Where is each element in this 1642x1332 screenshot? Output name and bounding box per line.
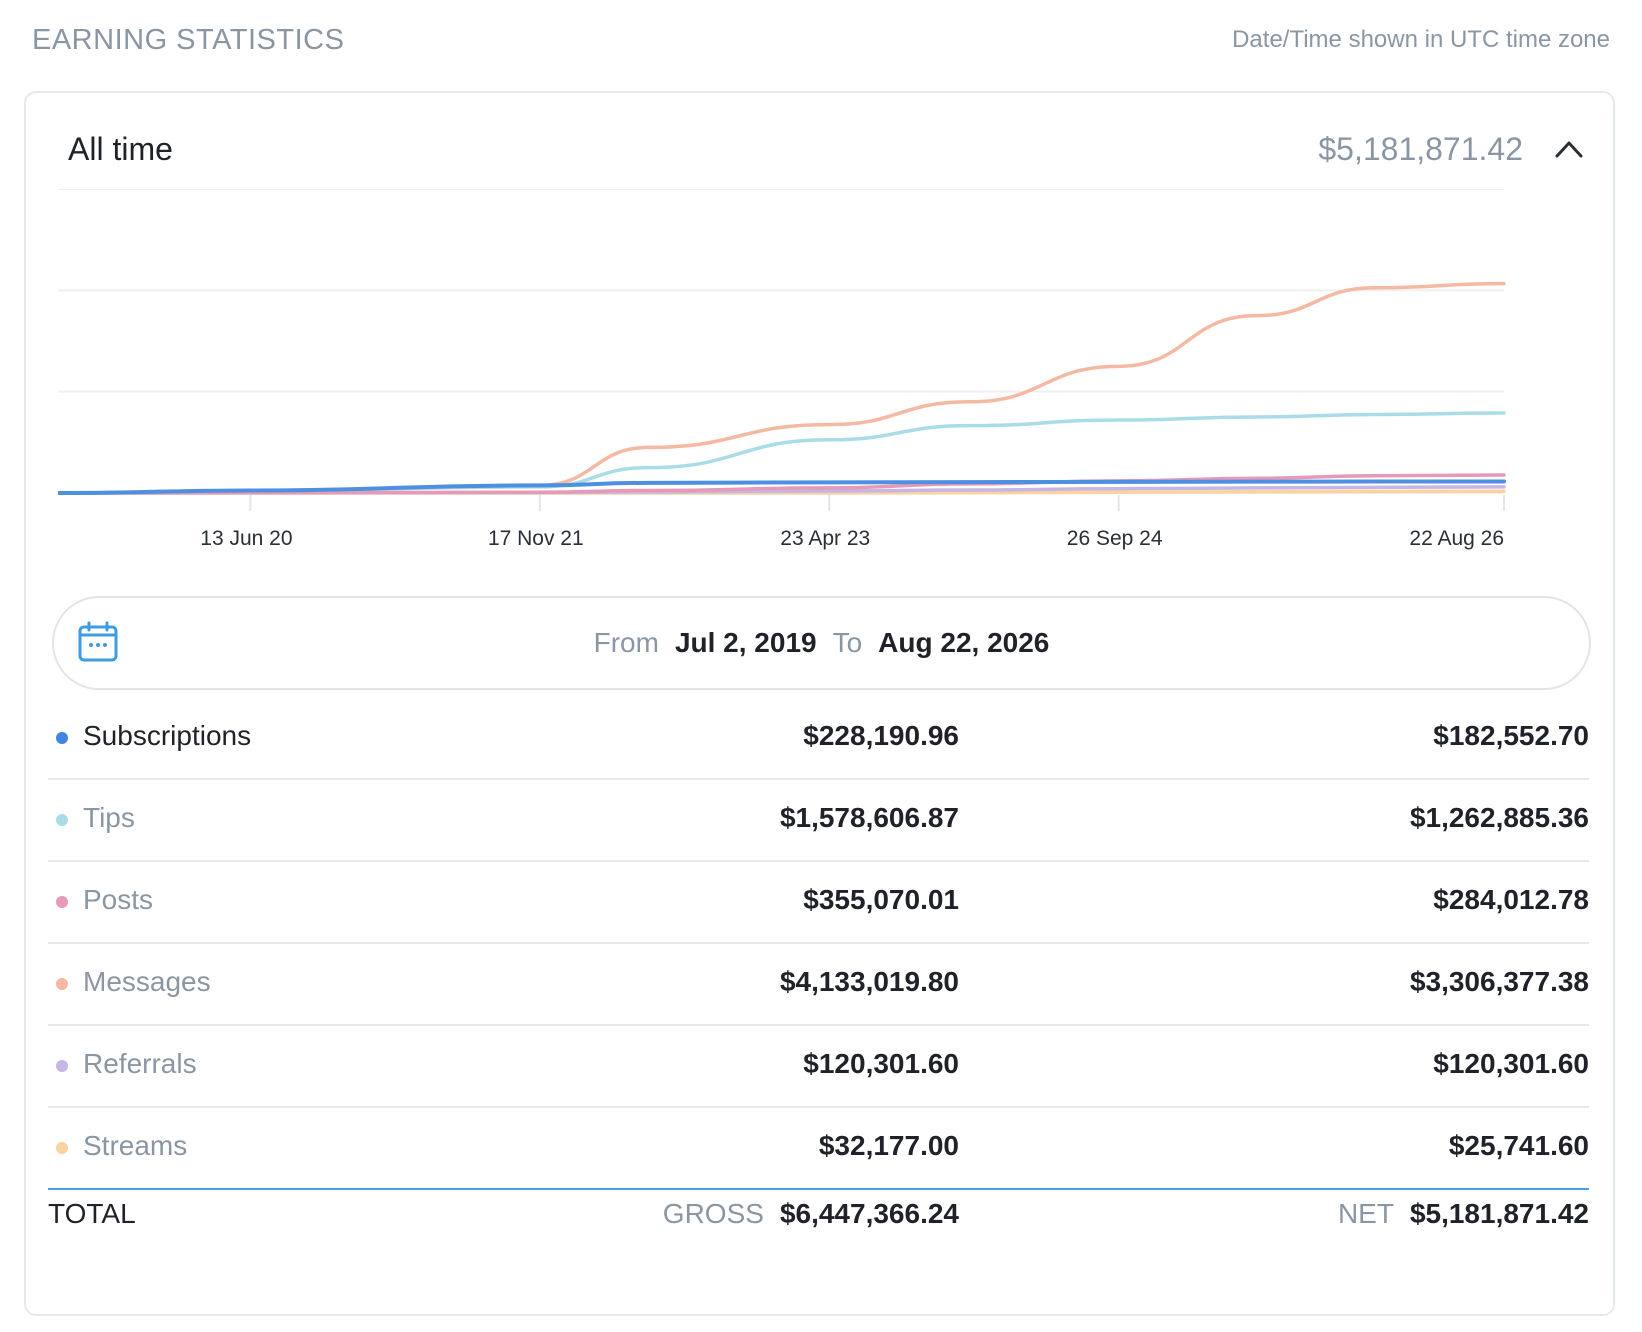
from-label: From bbox=[593, 627, 659, 658]
timezone-note: Date/Time shown in UTC time zone bbox=[1232, 26, 1610, 53]
earnings-row[interactable]: Posts $355,070.01 $284,012.78 bbox=[48, 862, 1589, 944]
row-gross: $32,177.00 bbox=[818, 1130, 959, 1161]
date-range-picker[interactable]: From Jul 2, 2019 To Aug 22, 2026 bbox=[52, 596, 1591, 690]
series-line-posts[interactable] bbox=[58, 473, 1506, 495]
earnings-row[interactable]: Streams $32,177.00 $25,741.60 bbox=[48, 1108, 1589, 1190]
legend-dot bbox=[56, 896, 68, 908]
collapse-button[interactable] bbox=[1549, 129, 1589, 169]
gross-label: GROSS bbox=[662, 1198, 764, 1229]
row-net: $3,306,377.38 bbox=[1409, 966, 1589, 997]
row-net: $1,262,885.36 bbox=[1409, 802, 1589, 833]
row-gross: $120,301.60 bbox=[803, 1048, 959, 1079]
gross-value: $6,447,366.24 bbox=[779, 1198, 959, 1229]
x-tick-label: 26 Sep 24 bbox=[1067, 527, 1163, 550]
earnings-card: All time $5,181,871.42 13 Jun 20 17 Nov 2… bbox=[24, 91, 1615, 1316]
series-line-subscriptions[interactable] bbox=[58, 479, 1506, 495]
header-right: $5,181,871.42 bbox=[1318, 129, 1589, 169]
row-name: Posts bbox=[83, 884, 154, 915]
row-net: $284,012.78 bbox=[1433, 884, 1589, 915]
legend-dot bbox=[56, 1060, 68, 1072]
top-bar: EARNING STATISTICS Date/Time shown in UT… bbox=[32, 18, 1610, 62]
legend-dot bbox=[56, 1142, 68, 1154]
to-date: Aug 22, 2026 bbox=[878, 627, 1050, 658]
total-gross: GROSS $6,447,366.24 bbox=[663, 1198, 959, 1230]
x-tick-label: 22 Aug 26 bbox=[1409, 527, 1504, 550]
row-name: Messages bbox=[83, 966, 211, 997]
to-label: To bbox=[832, 627, 863, 658]
x-tick-label: 17 Nov 21 bbox=[488, 527, 584, 550]
row-gross: $355,070.01 bbox=[803, 884, 959, 915]
legend-dot bbox=[56, 732, 68, 744]
x-tick-label: 13 Jun 20 bbox=[200, 527, 292, 550]
net-label: NET bbox=[1337, 1198, 1394, 1229]
calendar-icon bbox=[78, 621, 118, 662]
earnings-row[interactable]: Tips $1,578,606.87 $1,262,885.36 bbox=[48, 780, 1589, 862]
row-name: Referrals bbox=[83, 1048, 197, 1079]
row-name: Streams bbox=[83, 1130, 188, 1161]
earnings-row[interactable]: Subscriptions $228,190.96 $182,552.70 bbox=[48, 698, 1589, 780]
section-title: EARNING STATISTICS bbox=[32, 23, 345, 56]
header-total: $5,181,871.42 bbox=[1318, 130, 1523, 167]
row-net: $120,301.60 bbox=[1433, 1048, 1589, 1079]
net-value: $5,181,871.42 bbox=[1409, 1198, 1589, 1229]
card-header[interactable]: All time $5,181,871.42 bbox=[68, 119, 1589, 179]
total-row: TOTAL GROSS $6,447,366.24 NET $5,181,871.4… bbox=[48, 1190, 1589, 1240]
row-name: Tips bbox=[83, 802, 135, 833]
earnings-chart[interactable]: 13 Jun 20 17 Nov 21 23 Apr 23 26 Sep 24 22 A… bbox=[58, 189, 1508, 561]
from-date: Jul 2, 2019 bbox=[674, 627, 817, 658]
chevron-up-icon bbox=[1555, 141, 1583, 158]
row-gross: $228,190.96 bbox=[803, 720, 959, 751]
total-label: TOTAL bbox=[48, 1198, 136, 1229]
earnings-row[interactable]: Messages $4,133,019.80 $3,306,377.38 bbox=[48, 944, 1589, 1026]
legend-dot bbox=[56, 814, 68, 826]
earnings-table: Subscriptions $228,190.96 $182,552.70 Tips $… bbox=[48, 698, 1589, 1190]
row-net: $182,552.70 bbox=[1433, 720, 1589, 751]
row-gross: $1,578,606.87 bbox=[779, 802, 959, 833]
legend-dot bbox=[56, 978, 68, 990]
total-net: NET $5,181,871.42 bbox=[1338, 1198, 1589, 1230]
earnings-row[interactable]: Referrals $120,301.60 $120,301.60 bbox=[48, 1026, 1589, 1108]
row-net: $25,741.60 bbox=[1448, 1130, 1589, 1161]
row-gross: $4,133,019.80 bbox=[779, 966, 959, 997]
period-label: All time bbox=[68, 130, 173, 167]
date-range-text: From Jul 2, 2019 To Aug 22, 2026 bbox=[54, 598, 1589, 688]
x-tick-label: 23 Apr 23 bbox=[780, 527, 870, 550]
row-name: Subscriptions bbox=[83, 720, 252, 751]
series-line-messages[interactable] bbox=[58, 281, 1506, 495]
